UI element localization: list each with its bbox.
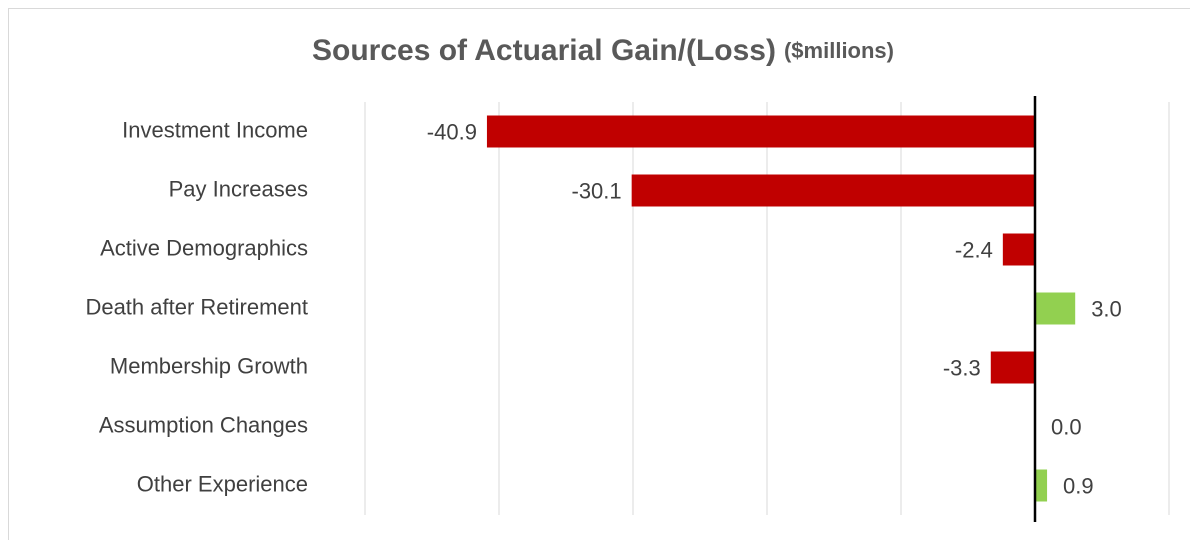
bar [1035,292,1076,325]
chart-subtitle: ($millions) [784,38,894,63]
bar [1002,233,1035,266]
bar [990,351,1035,384]
y-tick-label: Assumption Changes [99,412,308,437]
bar [631,174,1035,207]
bar [486,115,1035,148]
y-tick-label: Pay Increases [169,176,308,201]
data-label: 0.9 [1063,473,1094,498]
bar [1035,469,1048,502]
data-label: -40.9 [427,119,477,144]
data-label: 3.0 [1091,296,1122,321]
y-tick-label: Other Experience [137,471,308,496]
data-label: -3.3 [943,355,981,380]
data-label: 0.0 [1051,414,1082,439]
y-tick-label: Investment Income [122,117,308,142]
y-tick-label: Active Demographics [100,235,308,260]
chart-frame [8,8,1190,540]
data-label: -30.1 [572,178,622,203]
y-tick-label: Death after Retirement [85,294,308,319]
chart-title-group: Sources of Actuarial Gain/(Loss) ($millio… [312,34,894,67]
chart-title: Sources of Actuarial Gain/(Loss) [312,34,776,67]
data-label: -2.4 [955,237,993,262]
y-tick-label: Membership Growth [110,353,308,378]
